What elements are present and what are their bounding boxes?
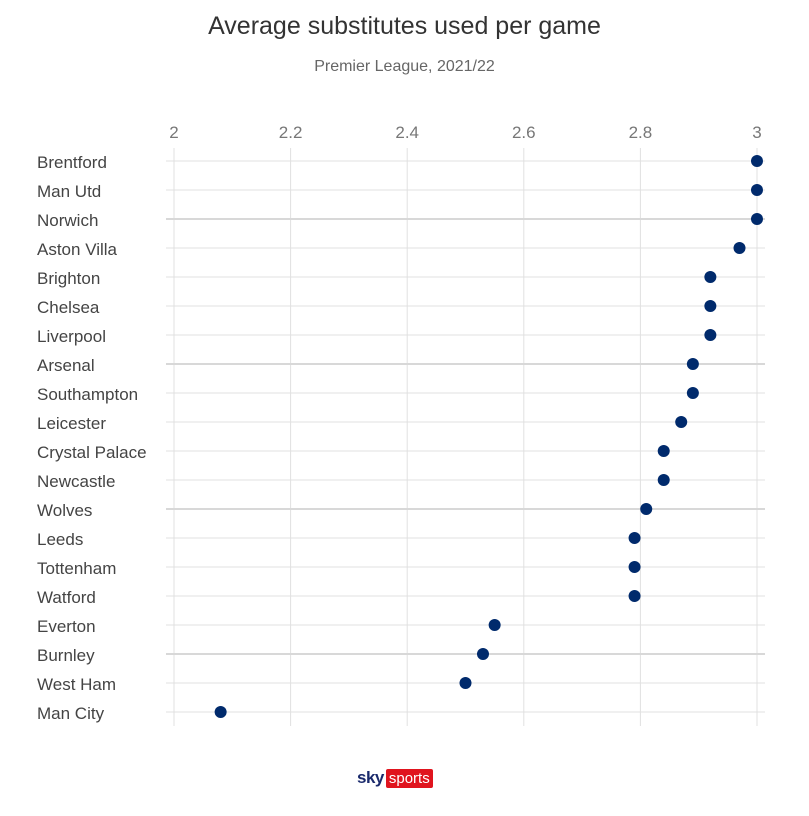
team-label: Southampton bbox=[37, 385, 138, 404]
data-point bbox=[214, 706, 227, 718]
x-tick-label: 2.8 bbox=[629, 123, 653, 142]
data-point bbox=[704, 300, 717, 312]
logo-sports: sports bbox=[385, 768, 433, 788]
data-point bbox=[476, 648, 489, 660]
data-point bbox=[686, 358, 699, 370]
team-label: Arsenal bbox=[37, 356, 95, 375]
team-label: Brentford bbox=[37, 153, 107, 172]
team-label: Brighton bbox=[37, 269, 100, 288]
team-label: Chelsea bbox=[37, 298, 100, 317]
x-tick-label: 2 bbox=[169, 123, 178, 142]
x-tick-label: 2.4 bbox=[395, 123, 419, 142]
plot-area: 2 2.2 2.4 2.6 2.8 3 Brentford Man Utd Norwich Ast… bbox=[37, 123, 765, 726]
data-point bbox=[628, 590, 641, 602]
team-label: Tottenham bbox=[37, 559, 116, 578]
team-label: Liverpool bbox=[37, 327, 106, 346]
data-point bbox=[628, 561, 641, 573]
data-point bbox=[686, 387, 699, 399]
team-label: Leicester bbox=[37, 414, 106, 433]
chart-title: Average substitutes used per game bbox=[208, 12, 601, 40]
x-tick-label: 2.6 bbox=[512, 123, 536, 142]
data-point bbox=[657, 445, 670, 457]
data-point bbox=[628, 532, 641, 544]
data-point bbox=[751, 213, 763, 225]
data-point bbox=[657, 474, 670, 486]
x-tick-label: 3 bbox=[752, 123, 761, 142]
x-tick-label: 2.2 bbox=[279, 123, 303, 142]
data-point bbox=[704, 271, 717, 283]
team-label: Burnley bbox=[37, 646, 95, 665]
logo-sky: sky bbox=[357, 768, 384, 787]
data-point bbox=[704, 329, 717, 341]
team-label: Wolves bbox=[37, 501, 92, 520]
team-label: Newcastle bbox=[37, 472, 115, 491]
data-point bbox=[675, 416, 688, 428]
team-label: Crystal Palace bbox=[37, 443, 147, 462]
chart-subtitle: Premier League, 2021/22 bbox=[314, 58, 495, 75]
team-label: Aston Villa bbox=[37, 240, 118, 259]
data-point bbox=[640, 503, 653, 515]
data-point bbox=[751, 184, 763, 196]
data-point bbox=[488, 619, 501, 631]
team-label: Watford bbox=[37, 588, 96, 607]
team-label: West Ham bbox=[37, 675, 116, 694]
data-point bbox=[459, 677, 472, 689]
data-point bbox=[751, 155, 763, 167]
team-label: Norwich bbox=[37, 211, 98, 230]
team-label: Everton bbox=[37, 617, 96, 636]
data-point bbox=[733, 242, 746, 254]
team-label: Man Utd bbox=[37, 182, 101, 201]
team-label: Man City bbox=[37, 704, 105, 723]
sky-sports-logo: sky sports bbox=[357, 768, 433, 788]
team-label: Leeds bbox=[37, 530, 83, 549]
